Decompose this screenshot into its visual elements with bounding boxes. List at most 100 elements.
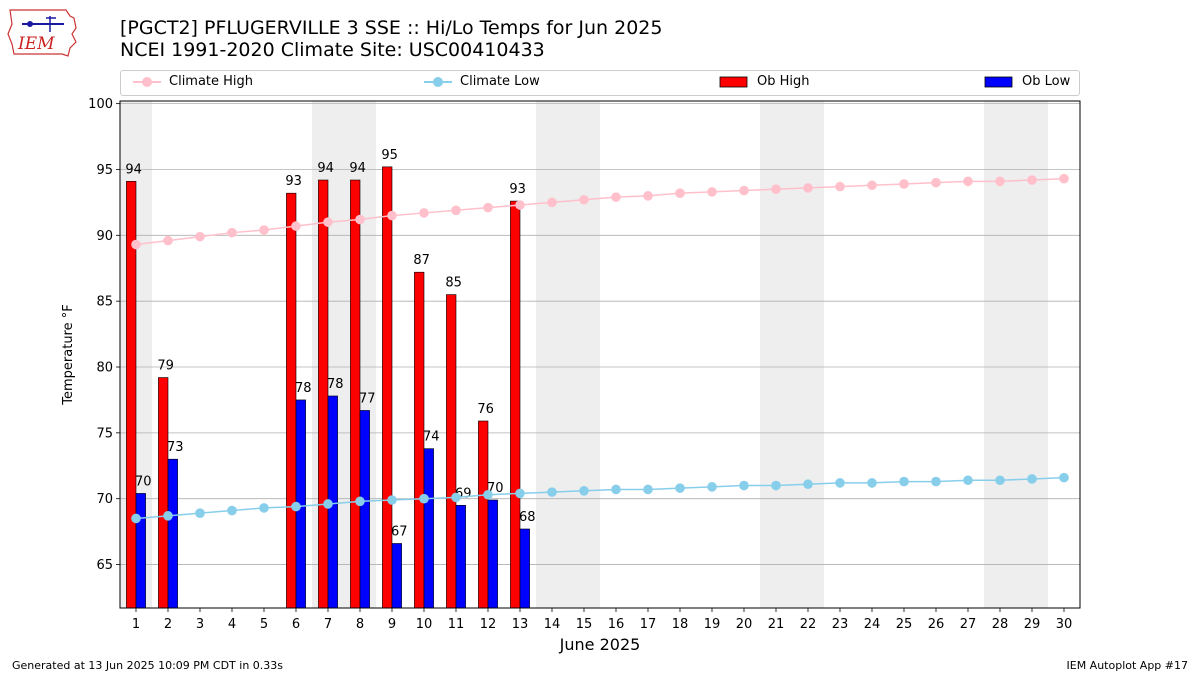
climate-low-point-4 — [227, 505, 237, 516]
climate-high-point-26 — [931, 177, 941, 188]
climate-high-point-27 — [963, 176, 973, 187]
legend-swatch-ob-low — [984, 76, 1013, 87]
weekend-shade-3 — [760, 101, 824, 608]
ob-low-label-6: 78 — [295, 381, 312, 396]
climate-high-point-14 — [547, 197, 557, 208]
climate-low-point-30 — [1059, 472, 1069, 483]
legend-label-ob-low: Ob Low — [1022, 74, 1071, 89]
ob-low-label-7: 78 — [327, 377, 344, 392]
climate-low-point-22 — [803, 479, 813, 490]
chart-legend: Climate High Climate Low Ob High Ob Low — [120, 70, 1080, 96]
legend-item-climate-low: Climate Low — [424, 74, 540, 89]
legend-marker-climate-low — [433, 76, 443, 87]
ob-low-bar-2 — [167, 458, 178, 609]
footer-generated-text: Generated at 13 Jun 2025 10:09 PM CDT in… — [12, 659, 284, 672]
climate-high-point-17 — [643, 191, 653, 201]
climate-low-point-5 — [259, 503, 269, 513]
ob-high-label-13: 93 — [509, 182, 526, 197]
ob-high-label-10: 87 — [413, 253, 430, 268]
climate-high-point-15 — [579, 194, 589, 205]
ob-low-bar-13 — [519, 528, 530, 609]
ob-low-label-1: 70 — [135, 474, 152, 489]
ob-high-label-7: 94 — [317, 161, 334, 176]
climate-high-point-9 — [387, 210, 397, 221]
xtick-label-15: 15 — [576, 617, 593, 632]
xtick-label-21: 21 — [768, 617, 785, 632]
xtick-label-25: 25 — [896, 617, 913, 632]
xtick-label-17: 17 — [640, 617, 657, 632]
climate-high-point-6 — [291, 221, 301, 231]
ob-high-bar-11 — [446, 294, 457, 609]
xtick-label-18: 18 — [672, 617, 689, 632]
ytick-label-70: 70 — [96, 492, 113, 507]
legend-label-climate-low: Climate Low — [460, 74, 540, 89]
climate-low-line — [135, 476, 1065, 520]
xtick-label-20: 20 — [736, 617, 753, 632]
weekend-shade-4 — [984, 101, 1048, 608]
ob-low-label-2: 73 — [167, 440, 184, 455]
xtick-label-8: 8 — [356, 617, 364, 632]
legend-swatch-ob-high — [719, 76, 748, 87]
climate-high-point-25 — [899, 179, 909, 189]
climate-high-point-2 — [163, 235, 173, 246]
ob-high-label-2: 79 — [157, 359, 174, 374]
climate-high-point-16 — [611, 192, 621, 202]
climate-low-point-24 — [867, 478, 877, 488]
xtick-label-26: 26 — [928, 617, 945, 632]
climate-low-point-1 — [131, 513, 141, 524]
climate-high-point-13 — [515, 200, 525, 210]
xtick-label-11: 11 — [448, 617, 465, 632]
climate-high-point-23 — [835, 181, 845, 192]
climate-low-point-19 — [707, 482, 717, 492]
xtick-label-30: 30 — [1056, 617, 1073, 632]
ytick-label-100: 100 — [88, 97, 113, 112]
xtick-label-9: 9 — [388, 617, 396, 632]
climate-high-point-24 — [867, 180, 877, 191]
ob-high-bar-2 — [158, 377, 169, 609]
xtick-label-5: 5 — [260, 617, 268, 632]
ob-high-bar-13 — [510, 200, 521, 609]
climate-high-point-1 — [131, 239, 141, 250]
climate-low-point-28 — [995, 475, 1005, 486]
climate-low-point-26 — [931, 476, 941, 487]
climate-high-point-7 — [323, 217, 333, 227]
chart-title: [PGCT2] PFLUGERVILLE 3 SSE :: Hi/Lo Temp… — [120, 17, 663, 39]
y-axis-label: Temperature °F — [61, 304, 76, 405]
ob-low-bar-1 — [135, 493, 146, 609]
ob-high-label-12: 76 — [477, 402, 494, 417]
legend-item-ob-low: Ob Low — [984, 74, 1070, 89]
xtick-label-4: 4 — [228, 617, 236, 632]
climate-low-point-16 — [611, 484, 621, 495]
plot-frame — [119, 100, 1081, 609]
legend-item-ob-high: Ob High — [719, 74, 810, 89]
xtick-label-14: 14 — [544, 617, 561, 632]
climate-low-point-8 — [355, 496, 365, 507]
climate-low-point-3 — [195, 508, 205, 518]
ob-high-label-1: 94 — [125, 162, 142, 177]
climate-high-point-28 — [995, 176, 1005, 187]
ob-high-label-9: 95 — [381, 148, 398, 163]
xtick-label-24: 24 — [864, 617, 881, 632]
ob-high-label-11: 85 — [445, 276, 462, 291]
xtick-label-27: 27 — [960, 617, 977, 632]
xtick-label-22: 22 — [800, 617, 817, 632]
climate-low-point-14 — [547, 487, 557, 497]
ob-low-bar-9 — [391, 543, 402, 609]
climate-high-point-3 — [195, 231, 205, 242]
xtick-label-19: 19 — [704, 617, 721, 632]
ob-low-label-10: 74 — [423, 430, 440, 445]
climate-high-point-30 — [1059, 173, 1069, 184]
xtick-label-23: 23 — [832, 617, 849, 632]
ytick-label-80: 80 — [96, 361, 113, 376]
ob-high-bar-6 — [286, 192, 297, 609]
climate-low-point-17 — [643, 484, 653, 495]
climate-low-point-20 — [739, 480, 749, 491]
climate-high-point-21 — [771, 184, 781, 195]
ob-low-bar-10 — [423, 448, 434, 609]
climate-high-point-4 — [227, 227, 237, 238]
ytick-label-95: 95 — [96, 163, 113, 178]
climate-low-point-12 — [483, 489, 493, 500]
climate-high-point-20 — [739, 185, 749, 196]
climate-high-point-11 — [451, 205, 461, 216]
